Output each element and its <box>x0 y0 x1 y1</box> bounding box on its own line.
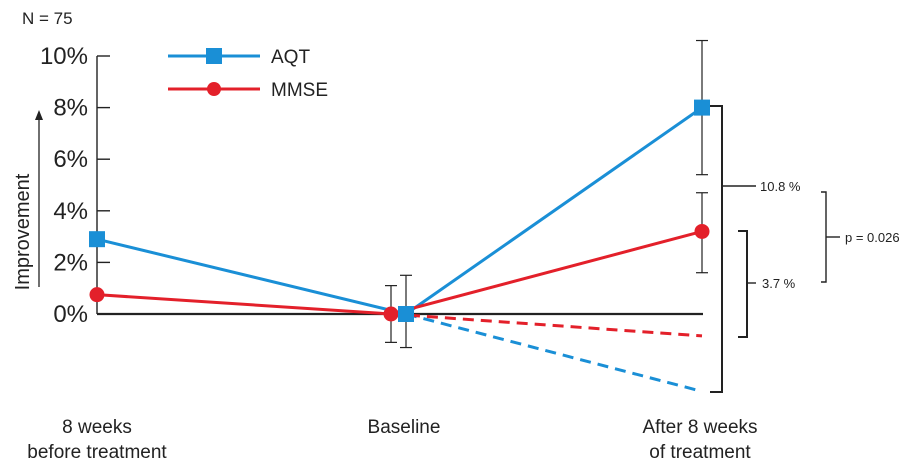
y-tick-label: 0% <box>53 301 88 328</box>
y-ticks: 0% 2% 4% 6% 8% 10% <box>40 43 110 328</box>
bracket-mmse <box>738 230 748 338</box>
x-category-labels: 8 weeks before treatment Baseline After 8 w… <box>27 417 757 463</box>
annotation-p-value: p = 0.026 <box>845 230 900 245</box>
x-category-label: 8 weeks before treatment <box>27 417 167 463</box>
y-tick-label: 8% <box>53 95 88 122</box>
sample-size-label: N = 75 <box>22 9 73 28</box>
annotation-mmse-diff: 3.7 % <box>762 276 796 291</box>
marker-mmse <box>89 287 105 303</box>
legend-marker-aqt <box>206 48 222 64</box>
y-tick-label: 10% <box>40 43 88 70</box>
series-markers <box>89 99 710 322</box>
x-category-label: After 8 weeks of treatment <box>642 417 757 463</box>
y-arrow-head <box>35 110 43 120</box>
legend-item-aqt: AQT <box>168 47 310 68</box>
projection-line-mmse <box>390 312 703 338</box>
marker-mmse <box>694 223 710 239</box>
projection-line-aqt <box>405 312 703 393</box>
legend: AQT MMSE <box>168 47 328 101</box>
difference-brackets: 10.8 % 3.7 % p = 0.026 <box>710 105 900 393</box>
marker-mmse <box>383 306 399 322</box>
untreated-projections <box>390 312 703 393</box>
y-tick-label: 6% <box>53 146 88 173</box>
legend-item-mmse: MMSE <box>168 80 328 101</box>
bracket-p-value <box>821 191 827 283</box>
marker-aqt <box>398 306 414 322</box>
series-line-mmse <box>96 229 703 316</box>
marker-aqt <box>89 231 105 248</box>
legend-marker-mmse <box>207 82 221 96</box>
series-line-aqt <box>96 106 703 316</box>
annotation-aqt-diff: 10.8 % <box>760 179 801 194</box>
legend-label-mmse: MMSE <box>271 80 328 101</box>
y-axis-label: Improvement <box>12 173 34 290</box>
bracket-aqt <box>710 105 723 393</box>
legend-label-aqt: AQT <box>271 47 310 68</box>
marker-aqt <box>694 99 710 116</box>
y-tick-label: 4% <box>53 198 88 225</box>
y-axis-title: Improvement <box>12 110 43 290</box>
y-tick-label: 2% <box>53 249 88 276</box>
x-category-label: Baseline <box>368 417 441 438</box>
series-lines <box>96 106 703 316</box>
y-axis: 0% 2% 4% 6% 8% 10% <box>40 43 110 328</box>
